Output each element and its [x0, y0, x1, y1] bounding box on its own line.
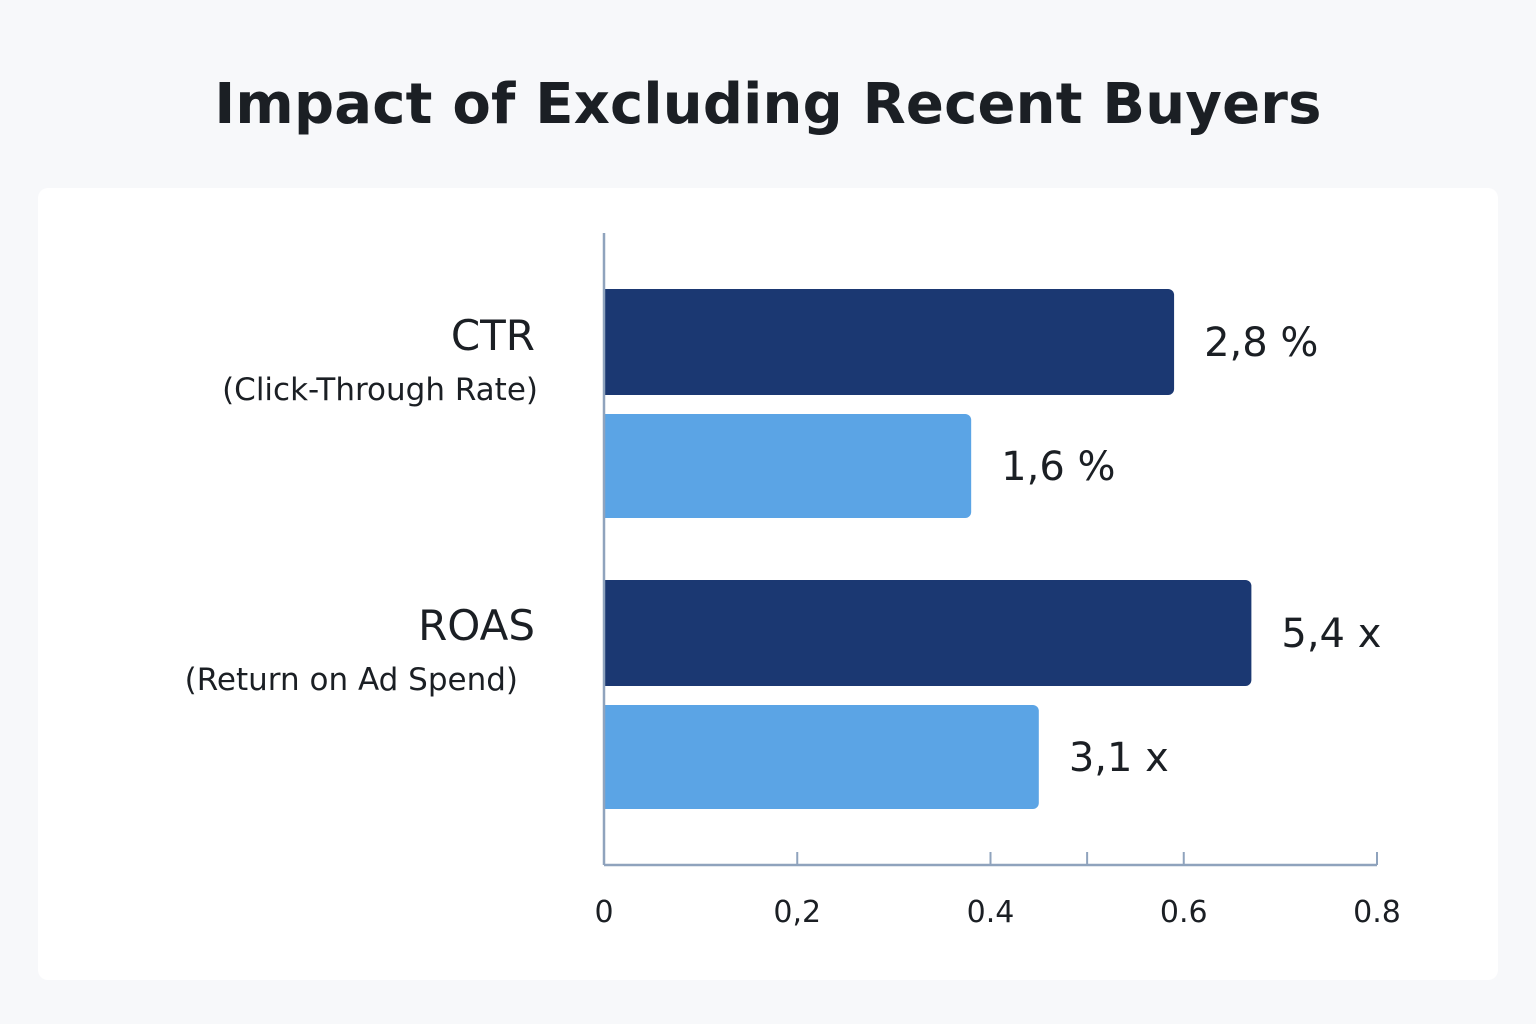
bar-edge-roas-dark	[604, 580, 612, 686]
value-labels-group: 2,8 % 1,6 % 5,4 x 3,1 x	[1001, 320, 1381, 781]
bar-ctr-light	[604, 414, 972, 518]
bar-edge-ctr-light	[604, 414, 612, 518]
value-label-ctr-dark: 2,8 %	[1204, 320, 1318, 366]
bars-group	[604, 289, 1252, 809]
bar-edge-ctr-dark	[604, 289, 612, 395]
category-subtitle-roas: (Return on Ad Spend)	[185, 662, 518, 698]
x-tick-label: 0.8	[1353, 895, 1401, 930]
x-tick-label: 0.4	[967, 895, 1015, 930]
bar-roas-light	[604, 705, 1039, 809]
category-label-ctr: CTR	[451, 311, 535, 360]
value-label-ctr-light: 1,6 %	[1001, 444, 1115, 490]
chart-title: Impact of Excluding Recent Buyers	[214, 72, 1322, 137]
bar-ctr-dark	[604, 289, 1175, 395]
x-tick-label: 0.6	[1160, 895, 1208, 930]
category-subtitle-ctr: (Click-Through Rate)	[222, 372, 538, 408]
value-label-roas-light: 3,1 x	[1069, 735, 1169, 781]
bar-edge-roas-light	[604, 705, 612, 809]
value-label-roas-dark: 5,4 x	[1281, 611, 1381, 657]
x-tick-label: 0	[594, 895, 613, 930]
bar-roas-dark	[604, 580, 1252, 686]
x-axis: 0 0,2 0.4 0.6 0.8	[594, 233, 1401, 930]
category-labels-group: CTR (Click-Through Rate) ROAS (Return on Ad…	[185, 311, 538, 698]
x-tick-label: 0,2	[773, 895, 821, 930]
category-label-roas: ROAS	[418, 601, 535, 650]
